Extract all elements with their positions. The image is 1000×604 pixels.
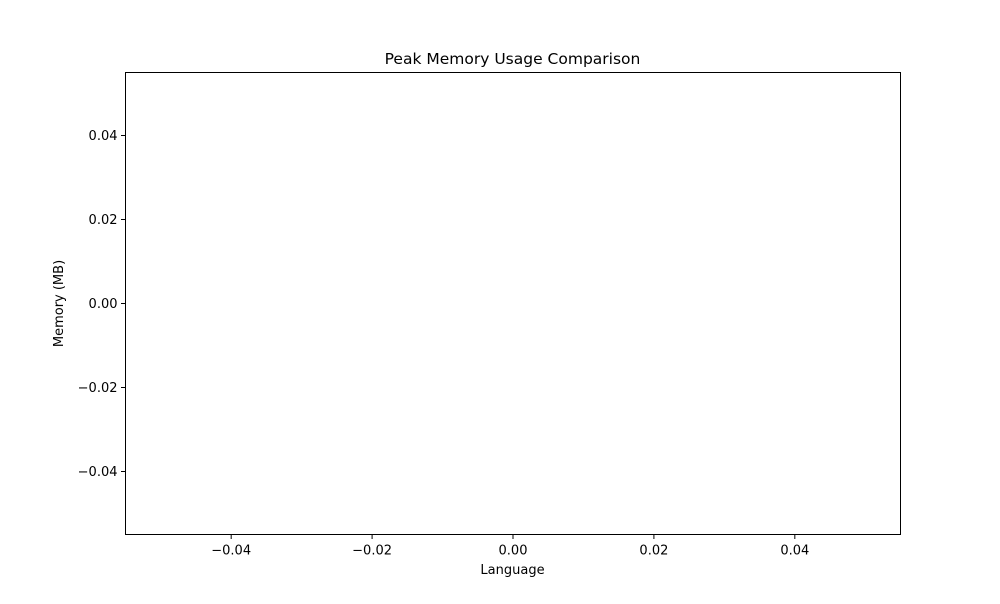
y-tick-label: −0.02 [78, 381, 118, 396]
x-tick-label: −0.04 [211, 544, 251, 559]
y-tick-label: 0.04 [89, 129, 118, 144]
x-axis-label: Language [480, 563, 544, 578]
y-tick-label: 0.00 [89, 297, 118, 312]
x-tick-label: 0.04 [780, 544, 809, 559]
y-tick-label: 0.02 [89, 213, 118, 228]
y-axis-label: Memory (MB) [52, 260, 67, 347]
x-axis: −0.04 −0.02 0.00 0.02 0.04 [211, 534, 809, 559]
y-axis: 0.04 0.02 0.00 −0.02 −0.04 [78, 129, 126, 480]
x-tick-label: 0.02 [639, 544, 668, 559]
chart-title: Peak Memory Usage Comparison [385, 50, 641, 68]
x-tick-label: 0.00 [499, 544, 528, 559]
y-tick-label: −0.04 [78, 465, 118, 480]
x-tick-label: −0.02 [352, 544, 392, 559]
